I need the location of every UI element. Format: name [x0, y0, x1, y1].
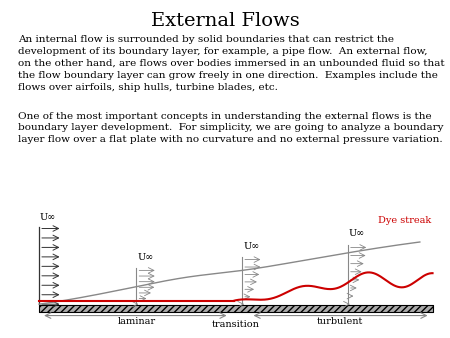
Text: turbulent: turbulent	[316, 317, 363, 326]
Text: U∞: U∞	[40, 213, 56, 222]
Text: One of the most important concepts in understanding the external flows is the
bo: One of the most important concepts in un…	[18, 112, 444, 144]
Text: laminar: laminar	[117, 317, 156, 326]
Text: transition: transition	[212, 320, 260, 330]
Text: External Flows: External Flows	[151, 12, 299, 30]
Text: Dye streak: Dye streak	[378, 216, 431, 225]
Text: U∞: U∞	[137, 253, 153, 262]
FancyBboxPatch shape	[39, 305, 432, 312]
Text: U∞: U∞	[243, 242, 259, 251]
Text: U∞: U∞	[349, 229, 365, 238]
Text: An internal flow is surrounded by solid boundaries that can restrict the
develop: An internal flow is surrounded by solid …	[18, 35, 445, 92]
